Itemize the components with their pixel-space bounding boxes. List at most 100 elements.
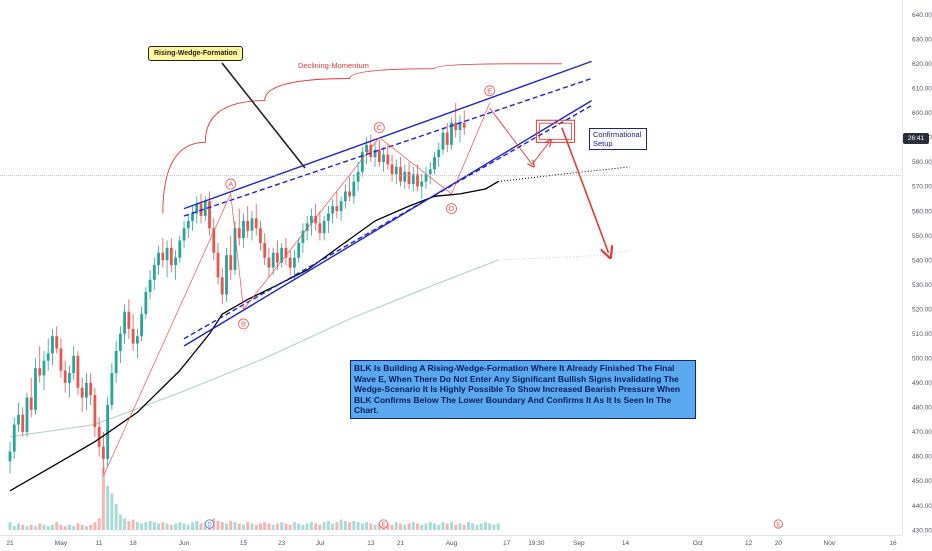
- candle-body: [17, 414, 20, 425]
- candle: [123, 304, 127, 344]
- candle-body: [450, 122, 453, 145]
- x-tick-label: 20: [775, 540, 783, 547]
- candle: [118, 326, 122, 364]
- candle: [225, 247, 228, 302]
- y-tick-label: 540.00: [912, 257, 932, 264]
- candle-body: [441, 132, 445, 150]
- volume-bar: [339, 519, 343, 530]
- volume-bar: [445, 523, 449, 530]
- candle-body: [293, 257, 296, 268]
- candle-body: [161, 252, 165, 261]
- sma-short-layer: [9, 166, 630, 492]
- volume-bar: [148, 520, 152, 530]
- y-tick-label: 580.00: [912, 159, 932, 166]
- volume-bar: [433, 523, 436, 530]
- sma-long-projection: [498, 249, 630, 261]
- candle-body: [42, 360, 46, 376]
- candle: [263, 233, 267, 266]
- candle: [365, 137, 368, 165]
- volume-bar: [63, 526, 67, 530]
- volume-bar: [216, 520, 220, 530]
- price-axis[interactable]: [902, 0, 932, 535]
- candle-body: [454, 122, 458, 131]
- rising-wedge-label[interactable]: Rising-Wedge-Formation: [148, 46, 244, 61]
- candle-body: [8, 451, 12, 462]
- volume-bar: [288, 524, 292, 530]
- event-label: D: [207, 522, 212, 528]
- volume-bar: [479, 523, 483, 530]
- candle: [25, 392, 29, 437]
- volume-bar: [123, 518, 127, 530]
- projection-leg-1: [489, 107, 532, 164]
- candle-body: [38, 368, 42, 376]
- volume-bar: [449, 522, 453, 530]
- candle: [46, 338, 50, 371]
- volume-bar: [203, 522, 207, 530]
- volume-bar: [373, 524, 377, 530]
- candle-body: [267, 257, 271, 268]
- volume-bar: [89, 524, 93, 530]
- candle-body: [182, 228, 186, 241]
- wedge-layer[interactable]: [183, 60, 592, 347]
- sma-short-line: [9, 181, 499, 492]
- wave-marker-e: E: [484, 85, 496, 97]
- candle-body: [437, 149, 441, 158]
- candle-body: [301, 230, 305, 243]
- candle-body: [250, 218, 254, 231]
- volume-bar: [280, 522, 284, 530]
- candle: [318, 211, 322, 241]
- candle-body: [428, 169, 432, 175]
- candle-body: [394, 166, 398, 175]
- wave-label: E: [487, 86, 492, 95]
- wave-label: A: [228, 180, 233, 189]
- wedge-callout-line: [221, 62, 306, 169]
- candle-body: [445, 132, 449, 145]
- annotations-layer[interactable]: D E E: [162, 62, 783, 529]
- volume-bar: [131, 519, 135, 530]
- volume-bar: [335, 522, 339, 530]
- volume-bar: [318, 524, 322, 530]
- candle-body: [331, 206, 335, 214]
- event-label: E: [382, 522, 386, 528]
- candle: [309, 208, 313, 236]
- candle: [34, 358, 37, 415]
- candle-body: [144, 292, 148, 315]
- volume-bar: [462, 524, 466, 530]
- candle-body: [220, 277, 224, 295]
- waves-layer[interactable]: A B C D E: [103, 85, 496, 477]
- volume-bar: [454, 524, 458, 530]
- y-tick-label: 520.00: [912, 306, 932, 313]
- confirmation-box-inner: [538, 122, 572, 140]
- x-tick-label: Sep: [573, 540, 585, 547]
- volume-bar: [106, 485, 110, 530]
- wave-marker-d: D: [446, 203, 457, 215]
- candle: [165, 240, 169, 278]
- volume-bar: [254, 524, 258, 530]
- candle-body: [148, 279, 152, 293]
- analysis-note[interactable]: BLK Is Building A Rising-Wedge-Formation…: [350, 360, 696, 419]
- candle-body: [242, 220, 245, 239]
- candle-body: [59, 348, 63, 371]
- volume-bar: [114, 504, 118, 530]
- confirmational-setup-label[interactable]: Confirmational Setup: [589, 128, 647, 150]
- candle: [276, 240, 279, 270]
- volume-bar: [80, 524, 84, 530]
- volume-bar: [428, 522, 432, 530]
- candle: [72, 346, 76, 381]
- candle-body: [12, 424, 16, 452]
- candle-body: [411, 174, 415, 185]
- y-tick-label: 430.00: [912, 527, 932, 534]
- candle-body: [72, 355, 76, 374]
- candle-body: [390, 164, 394, 175]
- candle: [394, 159, 398, 185]
- candle: [97, 417, 101, 457]
- volume-bar: [326, 520, 330, 530]
- declining-momentum-label[interactable]: Declining-Momentum: [298, 61, 369, 70]
- circle-e-icon: [378, 519, 389, 529]
- wave-path-line: [103, 102, 491, 477]
- wave-label: D: [449, 204, 455, 213]
- y-tick-label: 510.00: [912, 331, 932, 338]
- time-axis[interactable]: [0, 535, 902, 551]
- candle: [161, 238, 165, 268]
